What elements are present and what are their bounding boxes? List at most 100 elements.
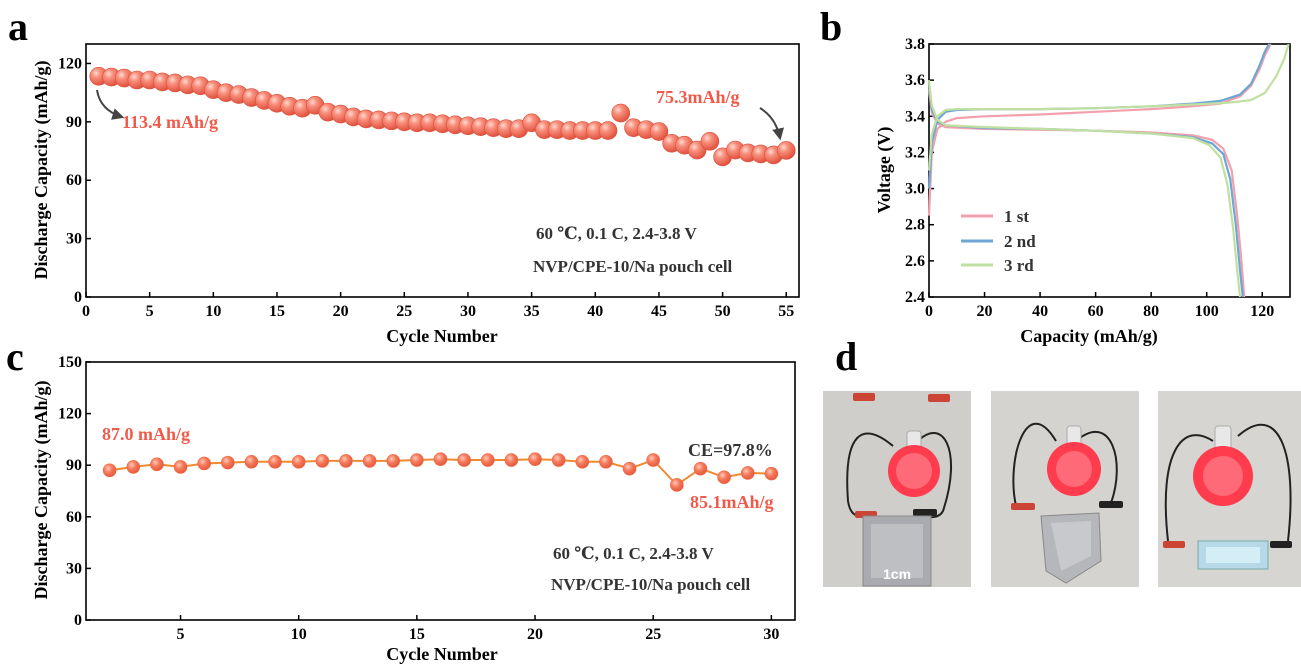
chart-a-point: [598, 121, 618, 140]
chart-c-point: [551, 453, 566, 467]
chart-a-xlabel: Cycle Number: [386, 326, 497, 346]
chart-c-annotation-first: 87.0 mAh/g: [102, 424, 190, 444]
chart-c-xtick-label: 15: [409, 626, 425, 643]
chart-c-point: [173, 460, 188, 474]
chart-a-ytick-label: 120: [58, 55, 82, 72]
chart-a-xtick-label: 10: [205, 303, 221, 320]
chart-c-point: [646, 453, 661, 467]
chart-c-point: [362, 454, 377, 468]
chart-a-xtick-label: 0: [82, 303, 90, 320]
legend-label-3rd: 3 rd: [1004, 256, 1034, 275]
chart-a-ytick-label: 30: [66, 231, 82, 248]
chart-b-ytick-label: 3.0: [905, 181, 925, 198]
chart-a-xtick-label: 20: [333, 303, 349, 320]
chart-c: 5 10 15 20 25 30 0 30 60 90 120 150 Cycle Number Di…: [31, 354, 796, 664]
panel-label-d: d: [835, 334, 857, 379]
chart-c-annotation-ce: CE=97.8%: [688, 440, 773, 460]
chart-a-xtick-label: 45: [651, 303, 667, 320]
chart-c-point: [126, 460, 141, 474]
chart-c-point: [386, 454, 401, 468]
chart-a-ytick-label: 0: [74, 289, 82, 306]
chart-a-xtick-label: 5: [146, 303, 154, 320]
chart-c-point: [221, 455, 235, 470]
chart-c-xtick-label: 30: [763, 626, 779, 643]
chart-c-point: [150, 457, 164, 472]
chart-c-point: [504, 453, 519, 467]
chart-b-legend: 1 st 2 nd 3 rd: [961, 207, 1036, 275]
chart-a-condition-1: 60 ℃, 0.1 C, 2.4-3.8 V: [536, 224, 698, 243]
chart-c-point: [457, 453, 471, 467]
chart-c-point: [670, 478, 684, 492]
chart-b-xlabel: Capacity (mAh/g): [1020, 326, 1158, 347]
chart-a-point: [649, 122, 669, 141]
chart-a-ylabel: Discharge Capacity (mAh/g): [31, 61, 52, 280]
chart-a-xtick-label: 30: [460, 303, 476, 320]
chart-c-condition-2: NVP/CPE-10/Na pouch cell: [551, 575, 751, 594]
chart-c-point: [717, 470, 731, 485]
chart-c-frame: [85, 361, 796, 621]
chart-c-point: [410, 453, 424, 467]
legend-label-2nd: 2 nd: [1004, 232, 1036, 251]
chart-a-arrow-last: [759, 107, 784, 141]
chart-b-ytick-label: 3.8: [905, 36, 925, 53]
chart-b-ylabel: Voltage (V): [874, 127, 895, 214]
chart-c-point: [599, 454, 613, 469]
chart-c-ytick-label: 60: [66, 509, 82, 526]
chart-b: 0 20 40 60 80 100 1202.42.62.83.03.23.43.63.8 …: [874, 36, 1291, 347]
chart-c-xtick-label: 25: [645, 626, 661, 643]
chart-c-point: [315, 454, 330, 468]
chart-a-arrow-first: [96, 89, 125, 120]
chart-c-point: [528, 452, 542, 466]
chart-c-ytick-label: 150: [58, 354, 82, 371]
chart-c-point: [268, 454, 282, 469]
chart-a-xtick-label: 55: [778, 303, 794, 320]
chart-c-annotation-last: 85.1mAh/g: [690, 492, 774, 512]
chart-b-xtick-label: 60: [1088, 303, 1104, 320]
chart-c-xtick-label: 20: [527, 626, 543, 643]
chart-a-xtick-label: 50: [715, 303, 731, 320]
chart-b-ytick-label: 2.6: [905, 253, 925, 270]
panel-label-c: c: [6, 334, 24, 379]
chart-c-point: [480, 453, 495, 467]
photo-flat-cell: [823, 391, 971, 587]
chart-a: 0 5 10 15 20 25 30 35 40 45 50 55 0 30 60 90 120 Cycle N…: [31, 43, 800, 346]
chart-c-point: [291, 454, 306, 469]
chart-b-xtick-label: 0: [925, 303, 933, 320]
chart-c-point: [339, 454, 353, 468]
chart-a-xtick-label: 35: [524, 303, 540, 320]
chart-a-ytick-label: 60: [66, 172, 82, 189]
chart-c-ytick-label: 0: [74, 612, 82, 629]
chart-b-xtick-label: 40: [1032, 303, 1048, 320]
chart-c-point: [197, 456, 211, 471]
chart-a-point: [611, 103, 631, 123]
chart-c-xlabel: Cycle Number: [386, 644, 497, 664]
photo-cut-cell: [1158, 391, 1301, 587]
chart-b-xtick-label: 20: [977, 303, 993, 320]
chart-b-series-3-charge: [927, 43, 1290, 171]
chart-c-condition-1: 60 ℃, 0.1 C, 2.4-3.8 V: [553, 544, 715, 563]
chart-a-xtick-label: 25: [396, 303, 412, 320]
chart-c-point: [102, 463, 117, 478]
chart-c-ytick-label: 90: [66, 457, 82, 474]
scale-bar-label: 1cm: [883, 566, 912, 582]
chart-c-xtick-label: 10: [291, 626, 307, 643]
chart-a-xtick-label: 40: [587, 303, 603, 320]
chart-c-point: [433, 452, 448, 466]
chart-a-point: [700, 132, 720, 151]
chart-b-xtick-label: 120: [1250, 303, 1274, 320]
chart-c-point: [622, 461, 637, 476]
chart-c-xtick-label: 5: [177, 626, 185, 643]
chart-c-point: [740, 466, 755, 480]
panel-label-a: a: [8, 4, 28, 49]
chart-a-condition-2: NVP/CPE-10/Na pouch cell: [533, 257, 733, 276]
chart-c-point: [693, 461, 708, 476]
chart-c-point: [764, 466, 779, 481]
chart-b-ytick-label: 3.4: [905, 108, 925, 125]
chart-a-annotation-first: 113.4 mAh/g: [122, 112, 218, 132]
chart-c-ytick-label: 120: [58, 406, 82, 423]
legend-label-1st: 1 st: [1004, 207, 1029, 226]
chart-b-ytick-label: 3.2: [905, 144, 925, 161]
chart-c-ytick-label: 30: [66, 560, 82, 577]
photo-bent-cell: [991, 391, 1139, 587]
